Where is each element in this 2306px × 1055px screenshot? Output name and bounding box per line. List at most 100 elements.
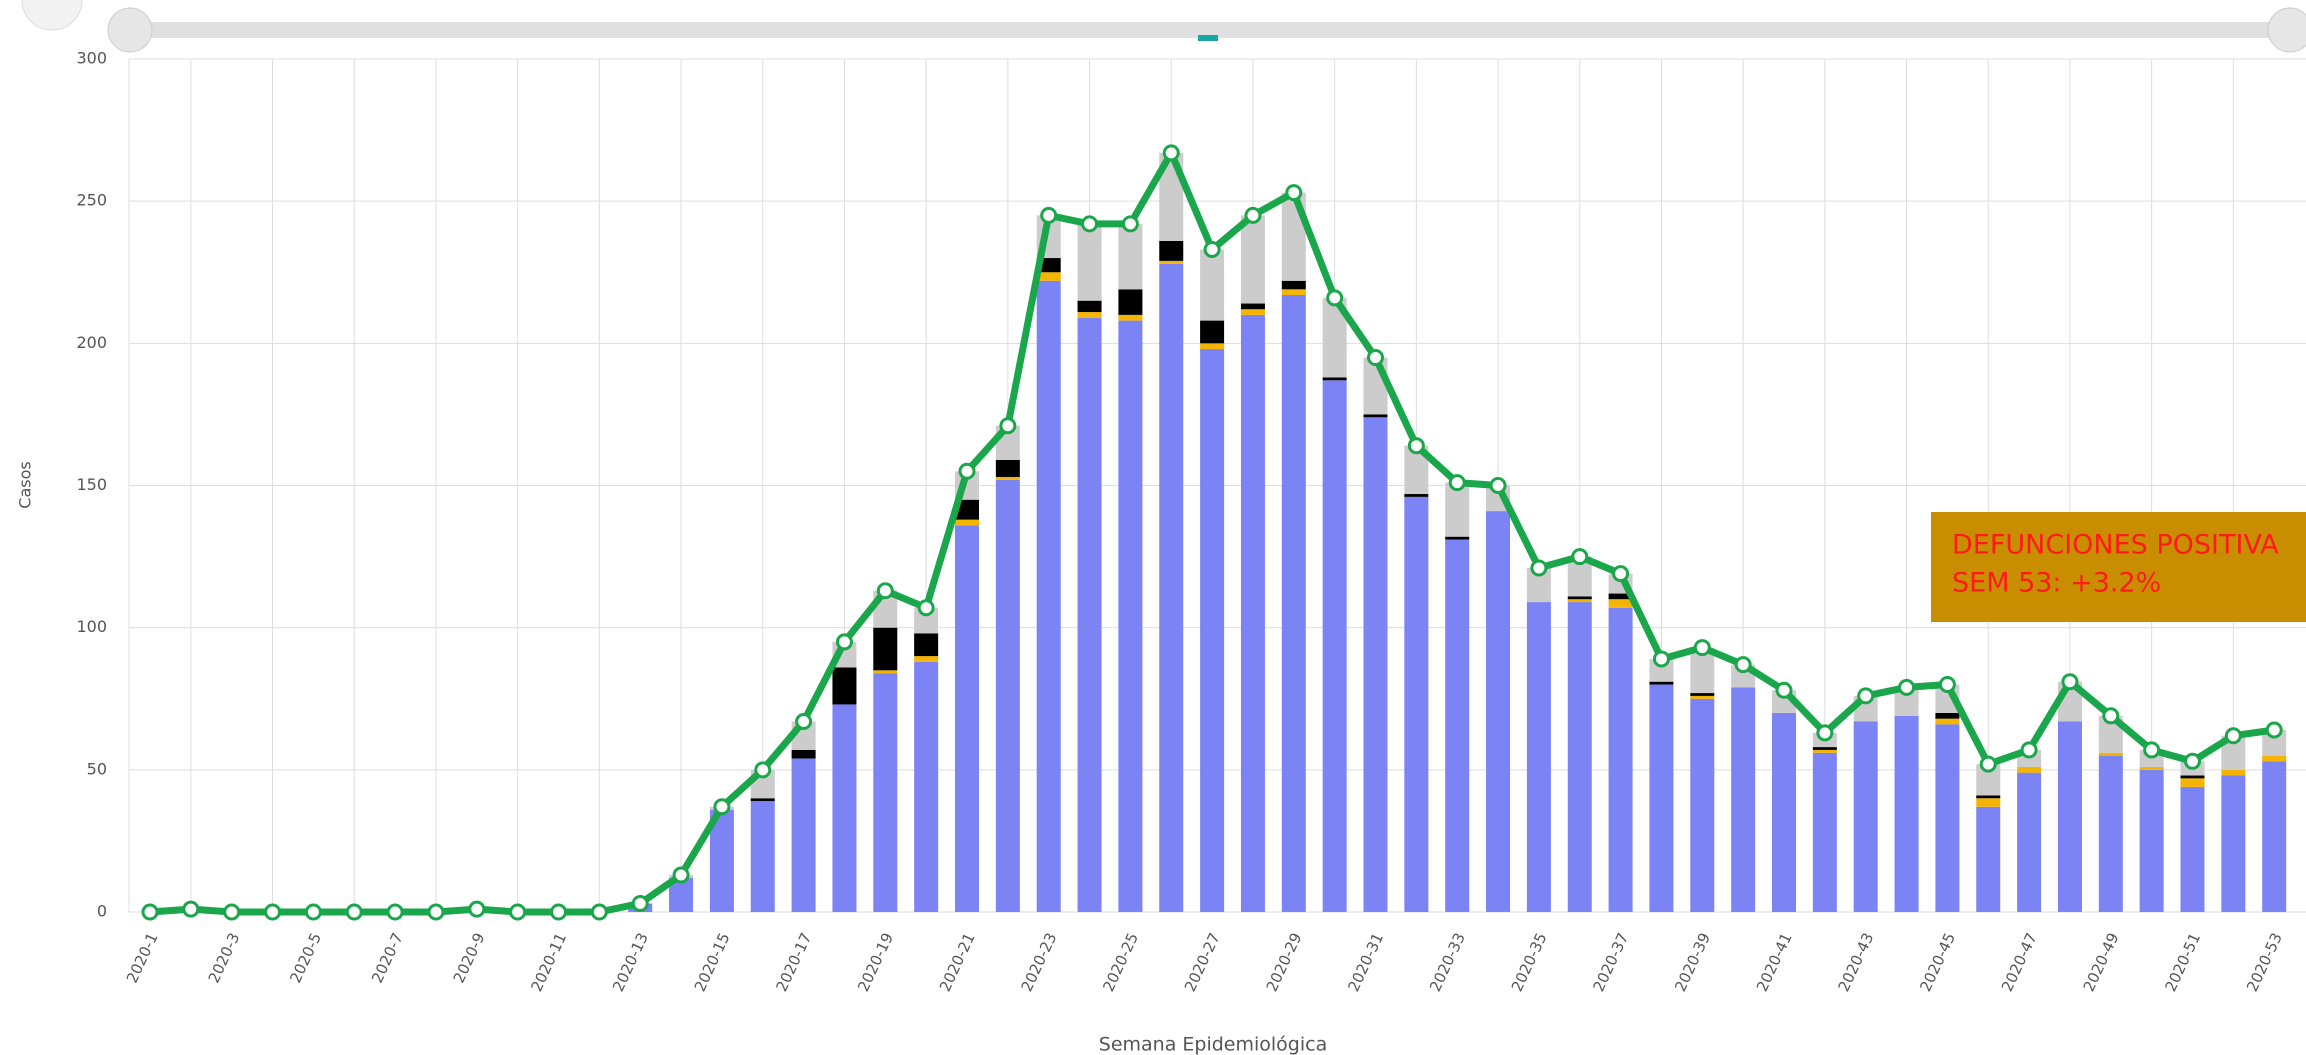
bar-segment	[1486, 511, 1511, 912]
bar-segment	[1526, 602, 1551, 912]
bar-segment	[1281, 289, 1306, 295]
x-tick-label: 2020-25	[1099, 930, 1142, 994]
bar-segment	[1690, 695, 1715, 699]
bar-segment	[1036, 280, 1061, 912]
bar-segment	[1690, 698, 1715, 912]
bar-segment	[1200, 320, 1225, 344]
bar-segment	[873, 673, 898, 912]
slider-handle[interactable]	[107, 7, 153, 53]
download-button[interactable]	[21, 0, 83, 31]
bar-segment	[1935, 712, 1960, 719]
bar-segment	[1240, 314, 1265, 912]
bar-segment	[914, 661, 939, 912]
line-marker	[1816, 724, 1834, 742]
bar-segment	[914, 633, 939, 657]
bar-segment	[1118, 223, 1143, 290]
bar-segment	[2098, 755, 2123, 912]
range-slider[interactable]	[130, 22, 2290, 38]
line-marker	[713, 798, 731, 816]
slider-handle[interactable]	[2267, 7, 2306, 53]
bar-segment	[1812, 752, 1837, 912]
annotation-text: DEFUNCIONES POSITIVA	[1952, 530, 2279, 561]
x-tick-label: 2020-31	[1344, 930, 1387, 994]
line-marker	[2184, 752, 2201, 770]
line-marker	[427, 903, 445, 921]
line-marker	[1081, 215, 1099, 233]
x-tick-label: 2020-15	[691, 930, 734, 994]
bar-segment	[995, 479, 1020, 912]
bar-segment	[1812, 747, 1837, 750]
x-tick-label: 2020-7	[368, 930, 407, 986]
y-tick-label: 300	[76, 49, 107, 68]
line-marker	[2265, 721, 2283, 739]
bar-segment	[2221, 775, 2246, 912]
bar-segment	[1200, 249, 1225, 321]
line-marker	[999, 417, 1017, 435]
line-marker	[1040, 206, 1058, 224]
bar-segment	[1608, 599, 1633, 608]
bar-segment	[2139, 766, 2164, 770]
x-tick-label: 2020-1	[123, 930, 162, 986]
bar-segment	[1077, 300, 1102, 313]
line-marker	[1571, 548, 1589, 566]
bar-segment	[2017, 766, 2042, 773]
line-marker	[1162, 144, 1180, 162]
line-marker	[1285, 184, 1303, 202]
x-tick-label: 2020-37	[1589, 930, 1632, 994]
x-axis-label: Semana Epidemiológica	[1099, 1034, 1327, 1055]
line-marker	[2224, 727, 2242, 745]
line-marker	[468, 900, 486, 918]
bar-segment	[1118, 289, 1143, 315]
bar-segment	[1935, 724, 1960, 912]
bar-segment	[1976, 798, 2001, 807]
line-marker	[1203, 241, 1221, 259]
bar-segment	[1935, 718, 1960, 725]
bar-segment	[1118, 320, 1143, 912]
line-marker	[141, 903, 159, 921]
line-marker	[509, 903, 527, 921]
line-marker	[386, 903, 404, 921]
bar-segment	[1812, 749, 1837, 753]
bar-segment	[1281, 294, 1306, 912]
bar-segment	[955, 525, 979, 912]
annotation-box	[1931, 512, 2306, 622]
bar-segment	[1240, 215, 1265, 304]
bar-segment	[873, 627, 898, 671]
bar-segment	[1240, 303, 1265, 310]
line-marker	[631, 894, 649, 912]
line-marker	[958, 462, 976, 480]
x-tick-label: 2020-41	[1753, 930, 1796, 994]
x-tick-label: 2020-49	[2080, 930, 2123, 994]
line-marker	[2143, 741, 2161, 759]
line-marker	[1979, 755, 1997, 773]
line-marker	[264, 903, 282, 921]
slider-indicator	[1198, 35, 1218, 41]
bar-segment	[2180, 775, 2205, 779]
x-tick-label: 2020-5	[286, 930, 325, 986]
bar-segment	[995, 476, 1020, 480]
bar-segment	[1322, 380, 1347, 913]
line-marker	[550, 903, 567, 921]
x-tick-label: 2020-3	[205, 930, 244, 986]
bar-segment	[914, 656, 939, 662]
bar-segment	[1363, 357, 1388, 415]
bar-segment	[1731, 687, 1756, 912]
line-marker	[1734, 656, 1752, 674]
bar-segment	[1159, 240, 1184, 261]
bar-segment	[1649, 684, 1674, 912]
line-marker	[1448, 474, 1466, 492]
line-marker	[1326, 289, 1344, 307]
line-marker	[1857, 687, 1875, 705]
line-marker	[754, 761, 772, 779]
bar-segment	[1445, 482, 1470, 537]
x-tick-label: 2020-21	[936, 930, 979, 994]
x-tick-label: 2020-33	[1426, 930, 1469, 994]
y-tick-label: 250	[76, 191, 107, 210]
x-tick-label: 2020-45	[1916, 930, 1959, 994]
line-marker	[1612, 565, 1630, 583]
x-tick-label: 2020-35	[1508, 930, 1551, 994]
line-marker	[1938, 676, 1956, 694]
x-tick-label: 2020-47	[1998, 930, 2041, 994]
line-marker	[835, 633, 853, 651]
